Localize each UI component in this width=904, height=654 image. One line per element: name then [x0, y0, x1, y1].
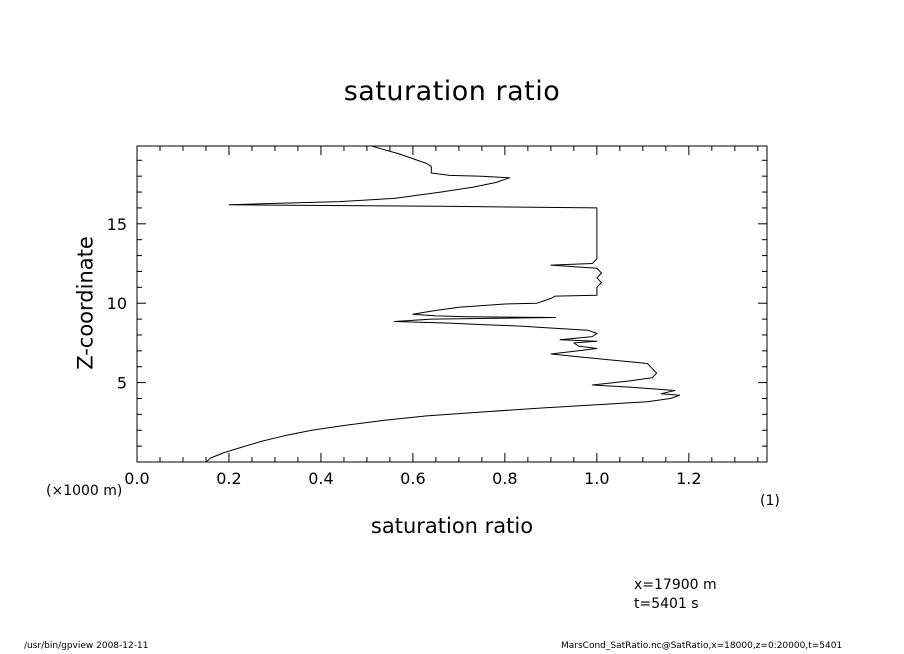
footer-program-date: /usr/bin/gpview 2008-12-11: [24, 641, 149, 651]
y-tick-labels: 5 10 15: [107, 215, 127, 393]
y-tick-label: 10: [107, 294, 127, 313]
y-tick-label: 5: [117, 374, 127, 393]
x-tick-label: 0.6: [400, 469, 425, 488]
x-tick-label: 0.0: [124, 469, 149, 488]
y-axis-label: Z-coordinate: [73, 236, 98, 370]
plot-frame: [136, 145, 768, 463]
x-axis-unit: (1): [760, 493, 780, 509]
y-axis-unit: (×1000 m): [46, 483, 123, 499]
series-group: [205, 145, 681, 463]
x-tick-labels: 0.0 0.2 0.4 0.6 0.8 1.0 1.2: [124, 469, 701, 488]
footer-data-source: MarsCond_SatRatio.nc@SatRatio,x=18000,z=…: [561, 641, 843, 651]
axis-ticks: [136, 146, 767, 462]
x-tick-label: 0.4: [308, 469, 333, 488]
time-info: t=5401 s: [634, 596, 699, 612]
x-tick-label: 1.0: [584, 469, 609, 488]
chart-title: saturation ratio: [343, 76, 561, 107]
x-tick-label: 0.8: [492, 469, 517, 488]
series-line: [205, 145, 681, 463]
x-axis-label: saturation ratio: [370, 514, 534, 538]
x-position-info: x=17900 m: [634, 577, 717, 593]
y-tick-label: 15: [107, 215, 127, 234]
x-tick-label: 0.2: [216, 469, 241, 488]
x-tick-label: 1.2: [676, 469, 701, 488]
